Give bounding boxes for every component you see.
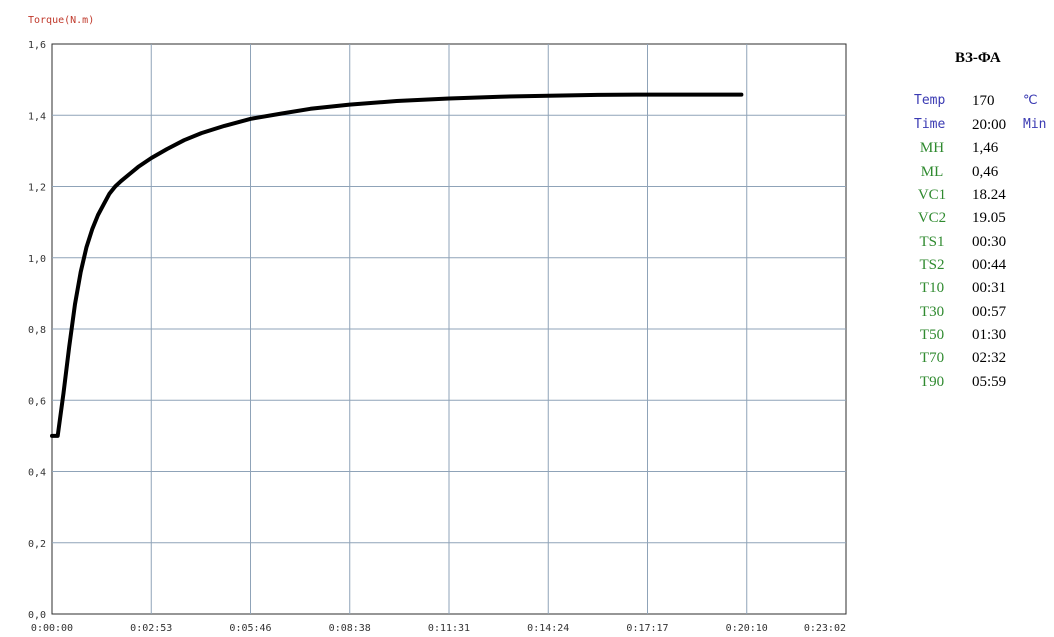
result-row-t10: T10 00:31 (905, 280, 1054, 303)
result-value: 18.24 (972, 187, 1006, 203)
result-row-t90: T90 05:59 (905, 374, 1054, 397)
torque-curve-line (50, 92, 744, 438)
result-row-ts1: TS1 00:30 (905, 234, 1054, 257)
y-tick-label: 1,2 (28, 183, 46, 194)
result-label: T50 (919, 327, 945, 343)
temp-value: 170 (972, 93, 995, 109)
torque-chart: Torque(N.m) 0,00,20,40,60,81,01,21,41,6 … (28, 15, 847, 634)
x-tick-label: 0:05:46 (229, 623, 271, 634)
result-label: ML (920, 164, 944, 180)
x-tick-label: 0:02:53 (130, 623, 172, 634)
y-tick-label: 0,8 (28, 325, 46, 336)
y-tick-label: 0,0 (28, 610, 46, 621)
result-row-vc1: VC1 18.24 (905, 187, 1054, 210)
grid-lines (52, 44, 846, 614)
result-row-ts2: TS2 00:44 (905, 257, 1054, 280)
result-label: T90 (919, 374, 945, 390)
result-row-ml: ML 0,46 (905, 164, 1054, 187)
y-tick-label: 0,4 (28, 468, 46, 479)
x-tick-label: 0:14:24 (527, 623, 569, 634)
y-axis-ticks: 0,0 0,2 0,4 0,6 0,8 1,0 1,2 1,4 1,6 (28, 40, 46, 621)
result-label: VC1 (917, 187, 947, 203)
result-value: 0,46 (972, 164, 999, 180)
time-unit: Min (1023, 117, 1047, 132)
result-value: 00:31 (972, 280, 1007, 296)
x-tick-label: 0:11:31 (428, 623, 470, 634)
result-label: TS2 (919, 257, 945, 273)
x-axis-ticks: 0:00:00 0:02:53 0:05:46 0:08:38 0:11:31 0:14:… (31, 623, 846, 634)
temp-label: Temp (914, 93, 946, 108)
result-value: 01:30 (972, 327, 1007, 343)
y-tick-label: 0,2 (28, 539, 46, 550)
result-label: TS1 (919, 234, 945, 250)
result-label: T10 (919, 280, 945, 296)
time-label: Time (914, 117, 946, 132)
temp-unit: ℃ (1023, 93, 1038, 108)
result-value: 00:44 (972, 257, 1007, 273)
x-tick-label: 0:17:17 (626, 623, 668, 634)
result-label: T30 (919, 304, 945, 320)
result-value: 05:59 (972, 374, 1007, 390)
time-value: 20:00 (972, 117, 1007, 133)
result-row-vc2: VC2 19.05 (905, 210, 1054, 233)
result-value: 00:30 (972, 234, 1007, 250)
y-axis-label: Torque(N.m) (28, 15, 94, 26)
time-row: Time 20:00 Min (905, 117, 1054, 140)
y-tick-label: 1,0 (28, 254, 46, 265)
x-tick-label: 0:23:02 (804, 623, 846, 634)
result-value: 02:32 (972, 350, 1007, 366)
result-label: MH (919, 140, 945, 156)
y-tick-label: 1,6 (28, 40, 46, 51)
result-row-t70: T70 02:32 (905, 350, 1054, 373)
result-value: 00:57 (972, 304, 1007, 320)
result-row-t50: T50 01:30 (905, 327, 1054, 350)
result-value: 1,46 (972, 140, 999, 156)
result-value: 19.05 (972, 210, 1006, 226)
x-tick-label: 0:08:38 (329, 623, 371, 634)
compound-title: ВЗ-ФА (955, 50, 1001, 66)
result-row-t30: T30 00:57 (905, 304, 1054, 327)
x-tick-label: 0:20:10 (726, 623, 768, 634)
result-label: VC2 (917, 210, 947, 226)
x-tick-label: 0:00:00 (31, 623, 73, 634)
y-tick-label: 0,6 (28, 396, 46, 407)
y-tick-label: 1,4 (28, 111, 46, 122)
temp-row: Temp 170 ℃ (905, 93, 1054, 116)
result-row-mh: MH 1,46 (905, 140, 1054, 163)
result-label: T70 (919, 350, 945, 366)
results-panel: ВЗ-ФА Temp 170 ℃ Time 20:00 Min MH 1,46 … (905, 0, 1054, 637)
